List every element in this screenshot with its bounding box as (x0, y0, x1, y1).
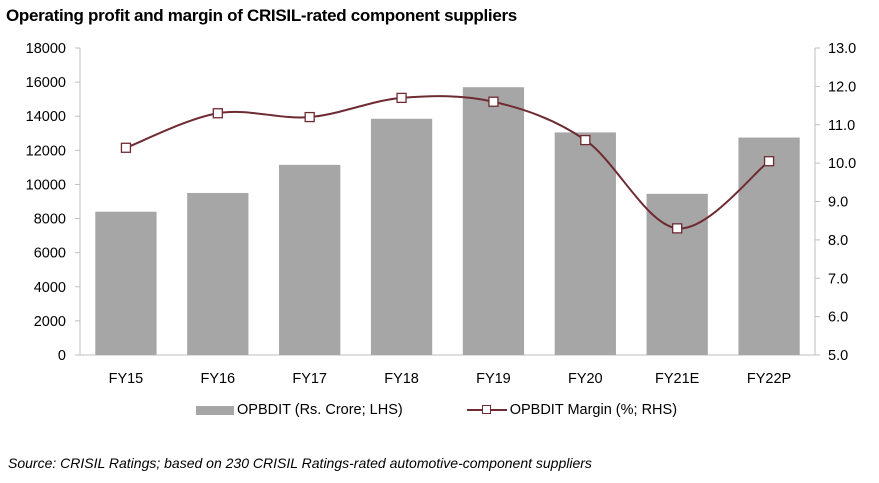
bar-fy19 (462, 87, 525, 355)
left-axis-tick-label: 16000 (26, 75, 66, 91)
bar-fy21e (646, 193, 708, 355)
bar-fy17 (279, 164, 341, 355)
bar-fy18 (370, 118, 433, 356)
legend-bar-swatch (196, 405, 234, 415)
right-axis-tick-label: 10.0 (828, 156, 856, 172)
bar-fy15 (95, 211, 157, 355)
margin-marker-fy19 (488, 96, 499, 107)
x-axis-tick-label: FY18 (384, 371, 419, 387)
left-axis-tick-label: 10000 (26, 177, 66, 193)
right-axis-tick-label: 7.0 (828, 271, 848, 287)
left-axis-tick-label: 18000 (26, 41, 66, 57)
legend-line-swatch (466, 405, 507, 415)
right-axis-tick-label: 12.0 (828, 79, 856, 95)
margin-marker-fy21e (672, 223, 683, 234)
left-axis-tick-label: 14000 (26, 109, 66, 125)
source-note: Source: CRISIL Ratings; based on 230 CRI… (8, 455, 592, 471)
margin-marker-fy18 (396, 92, 407, 104)
margin-marker-fy16 (212, 108, 223, 119)
chart-title: Operating profit and margin of CRISIL-ra… (6, 6, 517, 25)
right-axis-tick-label: 11.0 (828, 118, 855, 134)
margin-marker-fy17 (304, 111, 315, 123)
left-axis-tick-label: 2000 (34, 314, 66, 330)
legend-label-opbdit: OPBDIT (Rs. Crore; LHS) (237, 402, 403, 418)
bar-fy16 (187, 192, 249, 355)
x-axis-tick-label: FY20 (568, 371, 603, 387)
margin-marker-fy20 (580, 134, 591, 146)
left-axis-tick-label: 4000 (34, 280, 66, 296)
x-axis-tick-label: FY21E (655, 371, 700, 387)
left-axis-tick-label: 8000 (34, 212, 66, 228)
legend-label-margin: OPBDIT Margin (%; RHS) (509, 402, 678, 418)
right-axis-tick-label: 9.0 (828, 195, 848, 211)
legend: OPBDIT (Rs. Crore; LHS) OPBDIT Margin (%… (196, 402, 677, 418)
bar-fy20 (554, 132, 616, 355)
left-axis-tick-label: 6000 (34, 246, 66, 262)
margin-marker-fy15 (120, 142, 132, 153)
right-axis-tick-label: 6.0 (828, 310, 848, 326)
left-axis-tick-label: 12000 (26, 143, 66, 159)
right-axis-tick-label: 13.0 (828, 41, 856, 57)
margin-marker-fy22p (763, 156, 775, 167)
x-axis-tick-label: FY15 (109, 371, 144, 387)
left-axis-tick-label: 0 (58, 348, 66, 364)
right-axis-tick-label: 8.0 (828, 233, 848, 249)
bar-fy22p (738, 137, 800, 355)
x-axis-tick-label: FY19 (476, 371, 511, 387)
x-axis-tick-label: FY17 (292, 371, 327, 387)
right-axis-tick-label: 5.0 (828, 348, 848, 364)
x-axis-tick-label: FY16 (200, 371, 235, 387)
x-axis-tick-label: FY22P (747, 371, 791, 387)
